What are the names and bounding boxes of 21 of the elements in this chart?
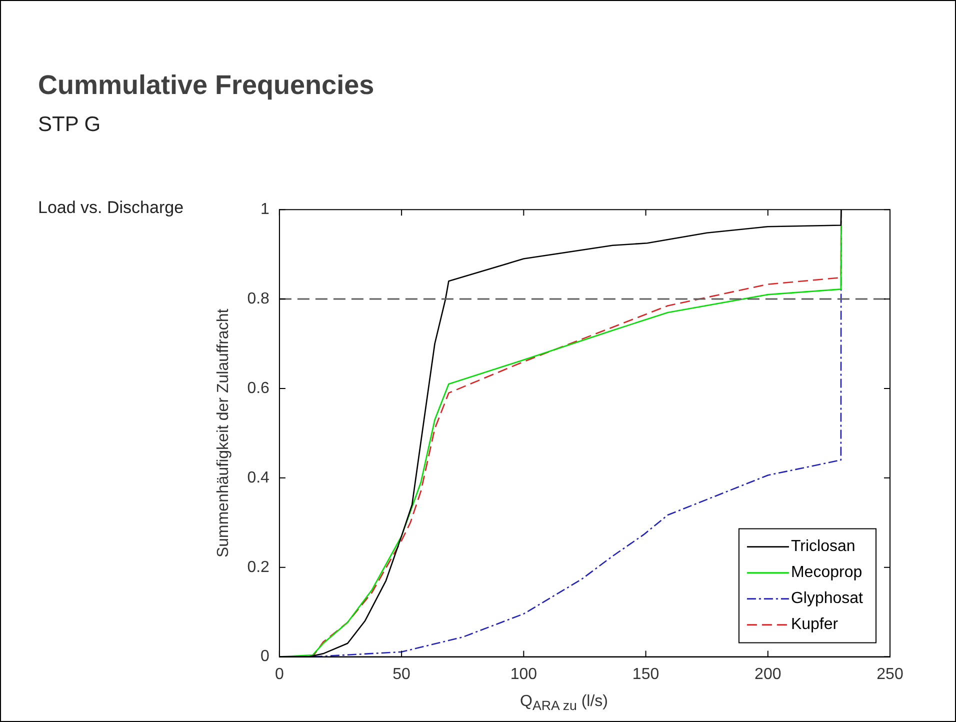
y-tick-label: 1 <box>260 201 270 218</box>
legend-label: Kupfer <box>790 616 839 634</box>
x-axis-title: Q$_{ARA zu}$ (l/s) <box>520 693 608 714</box>
legend-label: Glyphosat <box>790 590 864 608</box>
legend-label: Mecoprop <box>790 564 862 582</box>
x-tick-label: 200 <box>754 666 782 683</box>
text: STP G <box>38 113 101 137</box>
y-tick-label: 0.6 <box>247 380 270 397</box>
y-tick-label: 0 <box>260 648 270 666</box>
y-axis-title: Summenhäufigkeit der Zulauffracht <box>215 308 232 558</box>
x-tick-label: 100 <box>510 666 538 683</box>
y-tick-label: 0.8 <box>247 290 270 308</box>
x-tick-label: 250 <box>876 666 904 683</box>
x-tick-label: 0 <box>274 666 284 683</box>
text: Load vs. Discharge <box>38 198 184 218</box>
x-tick-label: 150 <box>632 666 660 683</box>
chart-title: Cummulative Frequencies <box>38 70 374 101</box>
y-tick-label: 0.4 <box>247 469 270 486</box>
y-tick-label: 0.2 <box>247 558 270 576</box>
legend-label: Triclosan <box>790 538 856 556</box>
x-tick-label: 50 <box>392 666 411 683</box>
